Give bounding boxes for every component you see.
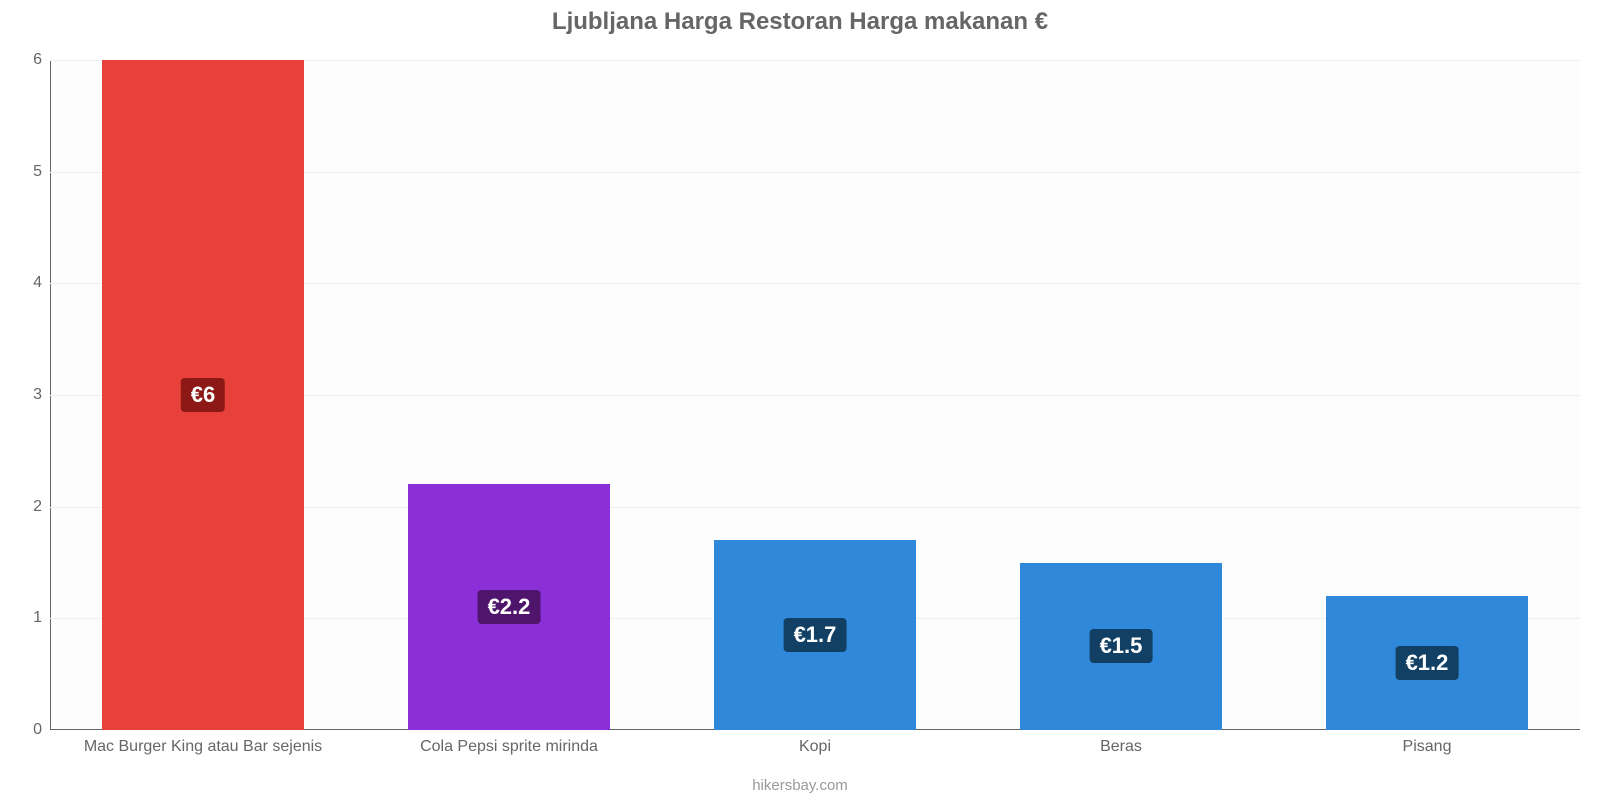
bar-value-label: €1.7	[784, 618, 847, 652]
y-tick-label: 3	[33, 386, 50, 404]
plot-area: 0123456€6Mac Burger King atau Bar sejeni…	[50, 60, 1580, 730]
x-tick-label: Mac Burger King atau Bar sejenis	[84, 730, 322, 756]
bar: €2.2	[408, 484, 610, 730]
bar: €1.2	[1326, 596, 1528, 730]
bar-value-label: €1.2	[1396, 646, 1459, 680]
y-tick-label: 0	[33, 721, 50, 739]
bar-value-label: €1.5	[1090, 629, 1153, 663]
y-tick-label: 4	[33, 274, 50, 292]
bar: €1.5	[1020, 563, 1222, 731]
bar-value-label-wrap: €1.2	[1396, 646, 1459, 680]
y-tick-label: 1	[33, 609, 50, 627]
bar-value-label-wrap: €1.7	[784, 618, 847, 652]
y-tick-label: 6	[33, 51, 50, 69]
y-tick-label: 2	[33, 498, 50, 516]
bar-value-label: €2.2	[478, 590, 541, 624]
bar-value-label-wrap: €6	[181, 378, 225, 412]
attribution-text: hikersbay.com	[0, 777, 1600, 794]
chart-title: Ljubljana Harga Restoran Harga makanan €	[0, 8, 1600, 36]
bar-chart: Ljubljana Harga Restoran Harga makanan €…	[0, 0, 1600, 800]
y-tick-label: 5	[33, 163, 50, 181]
bar: €6	[102, 60, 304, 730]
bar-value-label-wrap: €2.2	[478, 590, 541, 624]
bar: €1.7	[714, 540, 916, 730]
x-tick-label: Cola Pepsi sprite mirinda	[420, 730, 598, 756]
bar-value-label-wrap: €1.5	[1090, 629, 1153, 663]
x-tick-label: Kopi	[799, 730, 831, 756]
bar-value-label: €6	[181, 378, 225, 412]
x-tick-label: Pisang	[1403, 730, 1452, 756]
x-tick-label: Beras	[1100, 730, 1142, 756]
